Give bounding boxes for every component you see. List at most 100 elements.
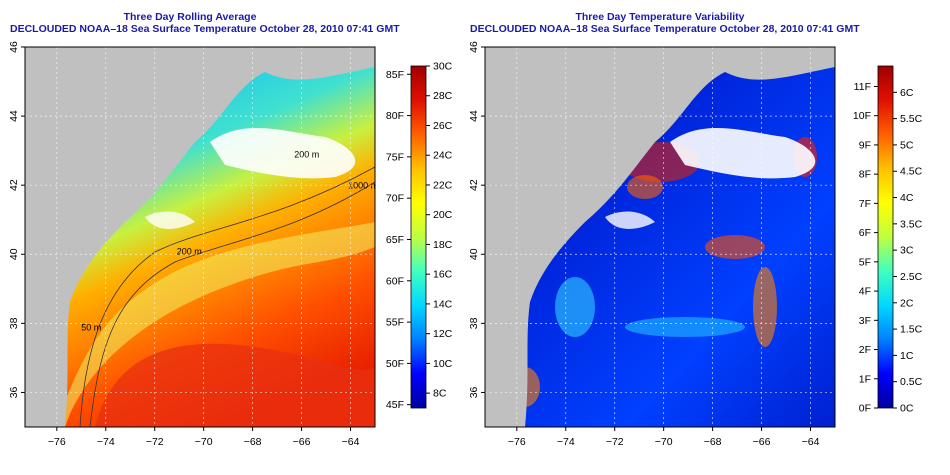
colorbar-label-f: 70F bbox=[386, 193, 404, 205]
right-chart-title: Three Day Temperature Variability DECLOU… bbox=[470, 11, 860, 35]
x-tick-label: −68 bbox=[704, 436, 722, 448]
colorbar-label-c: 2.5C bbox=[900, 271, 923, 283]
y-tick-label: 42 bbox=[468, 179, 480, 191]
colorbar-label-f: 2F bbox=[859, 344, 871, 356]
x-tick-label: −72 bbox=[146, 436, 164, 448]
variability-blob bbox=[555, 277, 595, 337]
cloud-patch bbox=[145, 211, 195, 229]
y-tick-label: 36 bbox=[468, 386, 480, 398]
left-subtitle: DECLOUDED NOAA–18 Sea Surface Temperatur… bbox=[10, 23, 400, 35]
colorbar-label-f: 60F bbox=[386, 275, 404, 287]
right-subtitle: DECLOUDED NOAA–18 Sea Surface Temperatur… bbox=[470, 23, 860, 35]
y-tick-label: 44 bbox=[8, 110, 20, 122]
colorbar-label-c: 14C bbox=[433, 298, 453, 310]
colorbar-label-c: 3C bbox=[900, 245, 914, 257]
x-tick-label: −70 bbox=[195, 436, 213, 448]
x-tick-label: −74 bbox=[97, 436, 115, 448]
x-tick-label: −68 bbox=[244, 436, 262, 448]
y-tick-label: 46 bbox=[8, 41, 20, 53]
cloud-patch bbox=[670, 127, 816, 179]
left-chart-title: Three Day Rolling Average DECLOUDED NOAA… bbox=[10, 11, 400, 35]
x-tick-label: −72 bbox=[606, 436, 624, 448]
colorbar-label-c: 12C bbox=[433, 328, 453, 340]
colorbar-label-c: 4C bbox=[900, 192, 914, 204]
y-tick-label: 42 bbox=[8, 179, 20, 191]
colorbar-label-c: 22C bbox=[433, 179, 453, 191]
colorbar-label-c: 24C bbox=[433, 150, 453, 162]
colorbar-label-c: 28C bbox=[433, 90, 453, 102]
y-tick-label: 46 bbox=[468, 41, 480, 53]
colorbar-label-c: 3.5C bbox=[900, 218, 923, 230]
colorbar-label-c: 2C bbox=[900, 297, 914, 309]
left-map: 50 m 200 m 1000 m 200 m bbox=[25, 47, 378, 427]
colorbar-label-c: 18C bbox=[433, 239, 453, 251]
x-tick-label: −76 bbox=[508, 436, 526, 448]
y-tick-label: 44 bbox=[468, 110, 480, 122]
y-tick-label: 38 bbox=[8, 317, 20, 329]
y-tick-label: 40 bbox=[8, 248, 20, 260]
colorbar-label-f: 8F bbox=[859, 169, 871, 181]
variability-blob bbox=[627, 175, 663, 199]
colorbar-label-c: 20C bbox=[433, 209, 453, 221]
x-tick-label: −76 bbox=[48, 436, 66, 448]
contour-label: 1000 m bbox=[348, 181, 378, 191]
x-tick-label: −74 bbox=[557, 436, 575, 448]
cloud-patch bbox=[210, 127, 356, 179]
land-mass bbox=[25, 47, 375, 427]
warm-core bbox=[95, 343, 375, 427]
colorbar-label-f: 45F bbox=[386, 399, 404, 411]
x-tick-label: −70 bbox=[655, 436, 673, 448]
colorbar-label-c: 8C bbox=[433, 388, 447, 400]
colorbar-label-c: 0.5C bbox=[900, 376, 923, 388]
colorbar-label-f: 4F bbox=[859, 286, 871, 298]
front-band bbox=[55, 222, 375, 427]
colorbar-label-f: 55F bbox=[386, 317, 404, 329]
colorbar-label-f: 65F bbox=[386, 234, 404, 246]
x-tick-label: −64 bbox=[802, 436, 820, 448]
contour-label: 200 m bbox=[294, 150, 319, 160]
colorbar-label-c: 10C bbox=[433, 358, 453, 370]
colorbar-label-c: 1.5C bbox=[900, 324, 923, 336]
land-mass bbox=[485, 47, 835, 427]
isobath-line bbox=[89, 181, 375, 427]
x-tick-label: −64 bbox=[342, 436, 360, 448]
colorbar-label-f: 0F bbox=[859, 403, 871, 415]
left-plot-frame bbox=[24, 46, 376, 428]
cloud-patch bbox=[605, 211, 655, 229]
colorbar-label-f: 7F bbox=[859, 198, 871, 210]
y-tick-label: 36 bbox=[8, 386, 20, 398]
colorbar-label-c: 4.5C bbox=[900, 166, 923, 178]
colorbar-label-f: 85F bbox=[386, 69, 404, 81]
x-tick-label: −66 bbox=[753, 436, 771, 448]
colorbar-label-f: 1F bbox=[859, 373, 871, 385]
left-title: Three Day Rolling Average bbox=[123, 11, 257, 23]
variability-blob bbox=[625, 317, 745, 337]
y-tick-label: 40 bbox=[468, 248, 480, 260]
colorbar-label-f: 9F bbox=[859, 139, 871, 151]
colorbar-label-f: 50F bbox=[386, 358, 404, 370]
contour-label: 50 m bbox=[81, 322, 101, 332]
colorbar-label-c: 30C bbox=[433, 61, 453, 73]
colorbar-label-c: 26C bbox=[433, 120, 453, 132]
colorbar-label-c: 0C bbox=[900, 403, 914, 415]
right-colorbar bbox=[877, 65, 894, 409]
right-plot-frame bbox=[484, 46, 836, 428]
x-tick-label: −66 bbox=[293, 436, 311, 448]
colorbar-label-f: 75F bbox=[386, 151, 404, 163]
colorbar-label-f: 6F bbox=[859, 227, 871, 239]
variability-blob bbox=[705, 235, 765, 259]
colorbar-label-c: 6C bbox=[900, 87, 914, 99]
colorbar-label-f: 10F bbox=[853, 110, 871, 122]
colorbar-label-c: 16C bbox=[433, 269, 453, 281]
contour-label: 200 m bbox=[177, 246, 202, 256]
colorbar-label-f: 5F bbox=[859, 256, 871, 268]
y-tick-label: 38 bbox=[468, 317, 480, 329]
isobath-line bbox=[79, 166, 375, 427]
colorbar-label-c: 5C bbox=[900, 139, 914, 151]
colorbar-label-f: 3F bbox=[859, 315, 871, 327]
colorbar-label-f: 80F bbox=[386, 110, 404, 122]
right-title: Three Day Temperature Variability bbox=[575, 11, 745, 23]
colorbar-label-f: 11F bbox=[854, 81, 871, 93]
colorbar-label-c: 5.5C bbox=[900, 113, 923, 125]
